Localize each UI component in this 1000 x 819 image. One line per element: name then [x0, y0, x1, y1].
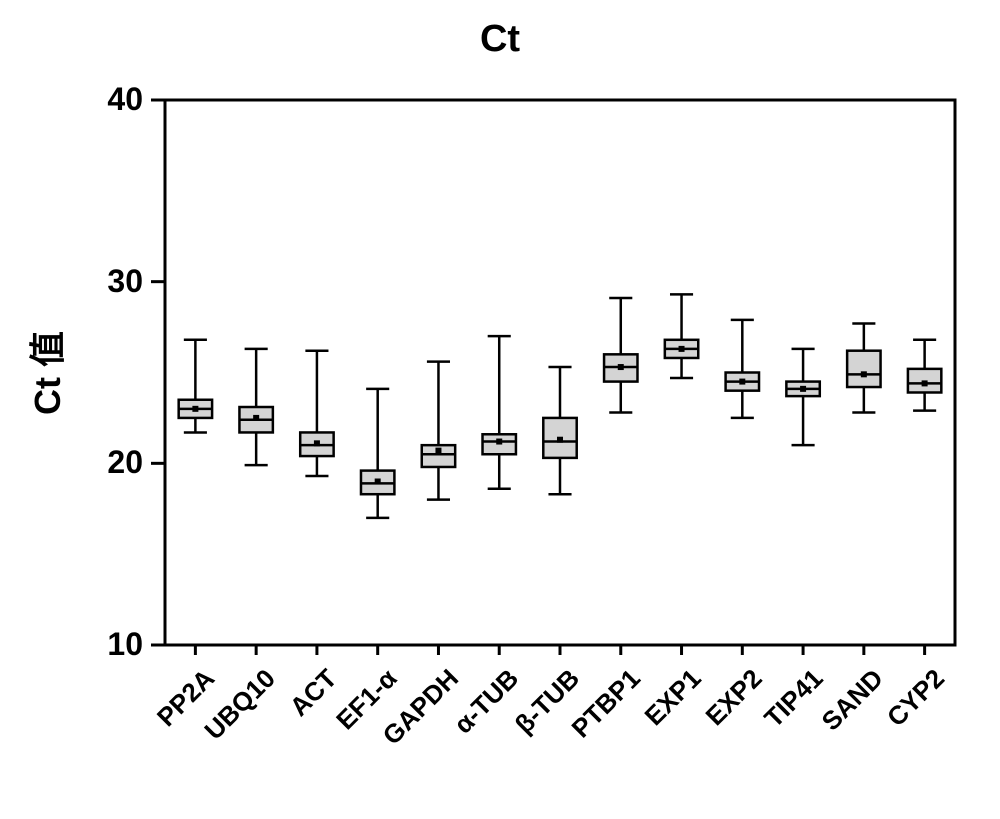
y-tick-label: 30	[0, 263, 143, 300]
y-tick-label: 40	[0, 81, 143, 118]
y-tick-label: 10	[0, 626, 143, 663]
chart-container: Ct Ct 值 10203040 PP2AUBQ10ACTEF1-αGAPDHα…	[0, 0, 1000, 819]
y-tick-label: 20	[0, 444, 143, 481]
